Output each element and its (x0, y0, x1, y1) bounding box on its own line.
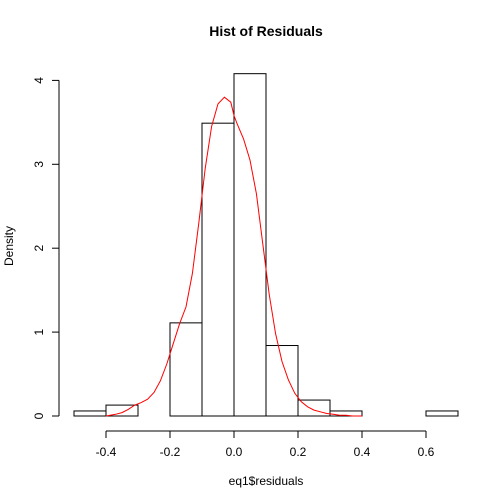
x-tick-label: 0.0 (226, 445, 243, 459)
x-tick-label: 0.2 (290, 445, 307, 459)
density-curve (105, 96, 362, 417)
chart-title: Hist of Residuals (209, 23, 323, 39)
histogram-bar (233, 73, 267, 417)
y-axis-label: Density (2, 226, 16, 266)
histogram-bar (73, 410, 107, 417)
x-tick-label: 0.4 (354, 445, 371, 459)
histogram-bar (425, 410, 459, 417)
x-axis: -0.4 -0.2 0.0 0.2 0.4 0.6 (96, 430, 435, 459)
histogram-bar (105, 404, 139, 417)
y-tick-label: 1 (32, 328, 46, 335)
y-tick-label: 0 (32, 412, 46, 419)
x-tick-label: -0.4 (96, 445, 117, 459)
histogram-bar (265, 345, 299, 417)
x-axis-label: eq1$residuals (229, 474, 304, 488)
histogram-bar (169, 322, 203, 417)
x-tick-label: 0.6 (418, 445, 435, 459)
y-tick-label: 4 (32, 77, 46, 84)
y-axis: 0 1 2 3 4 (32, 77, 60, 419)
y-tick-label: 2 (32, 245, 46, 252)
y-tick-label: 3 (32, 161, 46, 168)
histogram-bar (201, 122, 235, 417)
x-tick-label: -0.2 (160, 445, 181, 459)
histogram-bars (73, 73, 459, 417)
